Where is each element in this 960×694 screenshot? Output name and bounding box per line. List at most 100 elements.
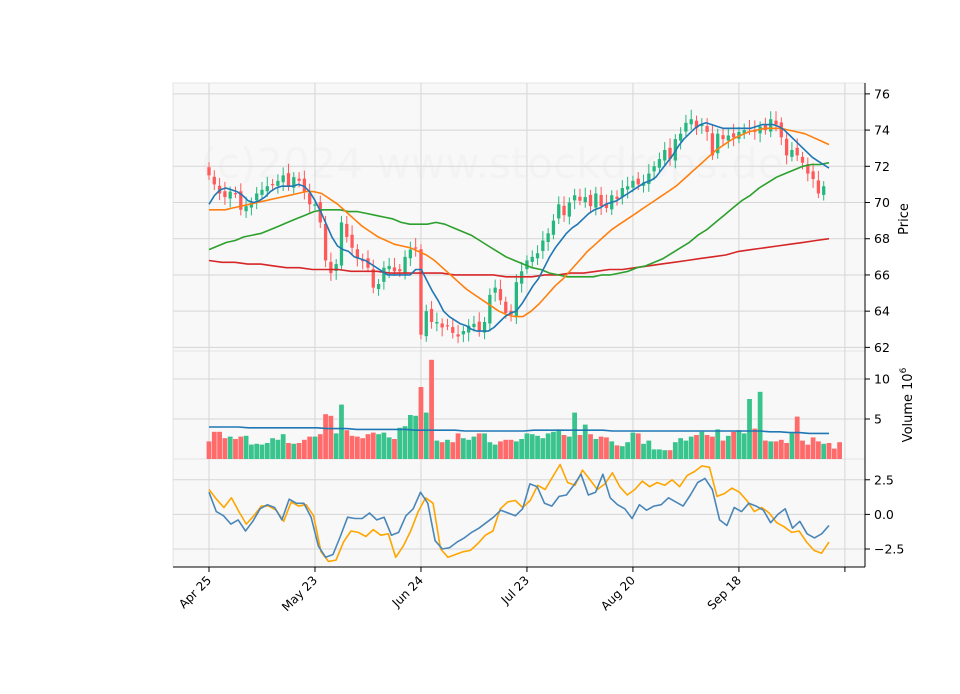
volume-bar [376,434,381,459]
volume-bar [264,443,270,459]
volume-bar [466,439,472,459]
candle-body [689,119,693,125]
candle-body [456,334,460,337]
grid-layer [173,83,865,567]
volume-bar [625,442,631,459]
price-tick-label: 68 [874,231,890,246]
volume-bar [741,433,747,459]
candle-body [572,195,577,201]
volume-bar [217,431,222,459]
candle-body [239,191,243,210]
candle-body [323,223,328,261]
volume-bar [715,429,721,459]
volume-bar [296,443,302,459]
candle-body [800,156,805,163]
volume-bar [450,442,456,459]
candle-body [615,196,619,199]
candle-body [806,164,810,174]
price-tick-label: 76 [874,86,890,101]
volume-bar [752,428,758,459]
candle-body [355,249,360,259]
candle-body [816,180,821,194]
volume-bar [354,436,360,459]
volume-bar [577,435,583,459]
candle-body [488,294,492,324]
ma-slow-line [208,161,830,278]
volume-bar [307,436,313,459]
candle-body [535,253,540,259]
candle-body [625,186,630,190]
volume-bar [407,415,413,459]
candle-body [620,188,624,197]
oscillator-line-a [208,473,830,559]
volume-bar [593,439,599,459]
volume-bar [434,440,440,459]
volume-bar [810,437,816,459]
volume-bar [688,436,694,459]
candle-body [774,120,778,125]
volume-bar [249,444,254,459]
candle-body [678,133,683,141]
candle-body [763,124,768,131]
volume-bar [667,450,673,459]
candle-body [631,180,635,188]
candle-body [790,150,794,157]
candle-body [429,308,434,323]
candle-body [599,194,603,207]
candle-body [694,120,699,129]
candle-body [784,138,789,156]
candle-body [223,191,227,198]
price-tick-label: 66 [874,267,890,282]
price-tick-label: 70 [874,195,890,210]
volume-bar [460,438,466,459]
price-tick-label: 74 [874,123,890,138]
candle-body [684,122,688,132]
volume-bar [492,444,498,459]
candle-body [419,249,423,335]
volume-bar [619,446,625,459]
candle-body [260,189,264,195]
candle-body [663,150,667,161]
volume-bar [381,432,387,459]
candle-body [207,167,211,176]
volume-bar [635,433,641,459]
candle-body [281,175,285,183]
candle-body [392,267,397,272]
candle-body [731,133,736,138]
volume-bar [789,433,795,459]
volume-bar [455,433,461,459]
candle-body [700,124,704,127]
ma-fast-line [208,122,830,332]
volume-bar [519,439,525,459]
volume-bar [773,441,779,459]
candle-body [297,178,301,181]
candle-body [594,193,598,208]
volume-axis-label-exponent: 6 [899,367,909,373]
volume-bar [339,404,344,459]
candle-body [382,267,386,282]
volume-bar [392,439,397,459]
volume-bar [720,440,726,459]
candle-body [472,323,476,328]
volume-bar [821,443,827,459]
volume-bar [524,433,530,459]
volume-bar [344,430,350,459]
volume-bar [545,433,551,459]
volume-bar [662,450,668,459]
volume-bar [254,443,260,459]
candle-body [530,256,534,262]
volume-bar [609,441,615,459]
volume-bar [561,435,567,459]
candle-body [721,135,725,140]
volume-bar [222,438,228,459]
candle-body [498,289,503,301]
candle-body [493,287,497,293]
candle-body [588,194,593,207]
volume-bar [323,414,328,459]
volume-bar [508,439,514,459]
volume-bar [259,444,265,459]
candle-body [451,327,455,333]
candle-body [811,171,815,179]
candle-body [578,196,582,201]
